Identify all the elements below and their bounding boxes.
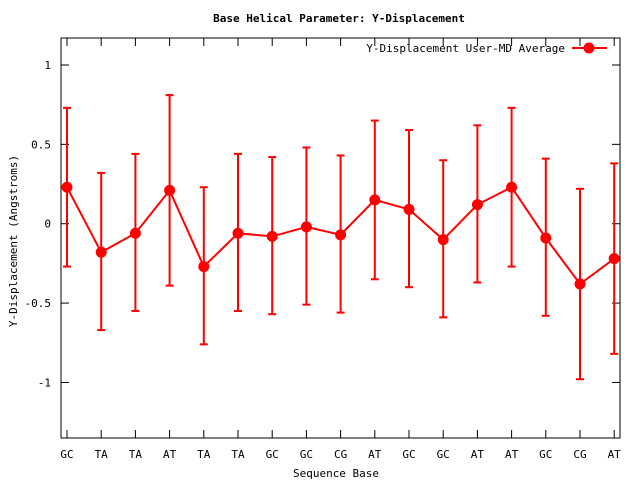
legend-label: Y-Displacement User-MD Average — [366, 42, 565, 55]
data-point — [95, 246, 107, 258]
x-tick-label: GC — [266, 448, 279, 461]
x-tick-label: GC — [437, 448, 450, 461]
legend-marker-swatch — [583, 42, 595, 54]
x-tick-label: GC — [402, 448, 415, 461]
x-axis-label: Sequence Base — [293, 467, 379, 480]
x-tick-label: AT — [608, 448, 622, 461]
data-point — [471, 199, 483, 211]
data-point — [506, 181, 518, 193]
data-point — [232, 227, 244, 239]
data-point — [437, 234, 449, 246]
data-point — [300, 221, 312, 233]
y-axis: 1 0.5 0 -0.5 -1 — [25, 59, 620, 389]
x-tick-label: CG — [334, 448, 347, 461]
y-tick-label: 0.5 — [31, 138, 51, 151]
data-point — [61, 181, 73, 193]
data-point — [266, 230, 278, 242]
x-tick-label: GC — [300, 448, 313, 461]
y-tick-label: -0.5 — [25, 297, 52, 310]
x-tick-label: GC — [539, 448, 552, 461]
data-point — [540, 232, 552, 244]
legend: Y-Displacement User-MD Average — [366, 42, 607, 55]
data-point — [369, 194, 381, 206]
data-point — [403, 203, 415, 215]
data-point — [198, 261, 210, 273]
x-tick-label: AT — [505, 448, 519, 461]
x-tick-label: TA — [231, 448, 245, 461]
x-tick-label: TA — [197, 448, 211, 461]
series-layer — [61, 94, 620, 381]
x-axis: GC TA TA AT TA TA GC GC CG AT GC GC AT AT GC CG AT — [60, 38, 621, 461]
x-tick-label: TA — [95, 448, 109, 461]
data-point — [608, 253, 620, 265]
chart-title: Base Helical Parameter: Y-Displacement — [213, 12, 465, 25]
x-tick-label: GC — [60, 448, 73, 461]
data-point — [335, 229, 347, 241]
data-point — [574, 278, 586, 290]
y-axis-label: Y-Displacement (Angstroms) — [7, 155, 20, 327]
data-point — [164, 184, 176, 196]
y-tick-label: -1 — [38, 376, 51, 389]
x-tick-label: AT — [368, 448, 382, 461]
y-tick-label: 1 — [44, 59, 51, 72]
x-tick-label: TA — [129, 448, 143, 461]
x-tick-label: AT — [471, 448, 485, 461]
x-tick-label: AT — [163, 448, 177, 461]
y-tick-label: 0 — [44, 218, 51, 231]
x-tick-label: CG — [573, 448, 586, 461]
data-point — [129, 227, 141, 239]
